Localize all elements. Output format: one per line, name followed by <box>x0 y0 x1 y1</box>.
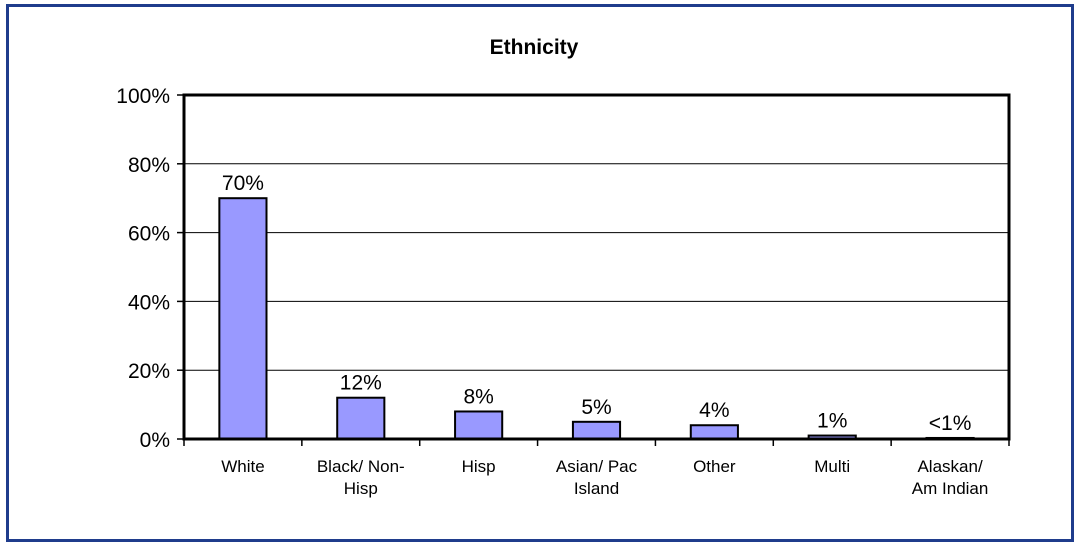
y-tick-label: 100% <box>116 85 170 108</box>
category-label: Asian/ Pac <box>556 457 638 476</box>
category-label: Hisp <box>462 457 496 476</box>
data-labels: 70% 12% 8% 5% 4% 1% <1% <box>222 172 971 435</box>
bar <box>218 197 268 440</box>
bar <box>571 420 622 440</box>
category-label: Am Indian <box>912 479 989 498</box>
y-axis-ticks: 0% 20% 40% 60% 80% 100% <box>116 85 184 452</box>
bar <box>689 424 739 440</box>
bar <box>454 410 504 441</box>
x-axis-categories: White Black/ Non- Hisp Hisp Asian/ Pac Island… <box>183 439 1010 498</box>
data-label: 70% <box>222 172 264 195</box>
plot-area-border <box>182 93 1011 441</box>
category-label: Island <box>574 479 619 498</box>
y-tick-label: 40% <box>128 291 170 314</box>
data-label: 5% <box>581 396 611 419</box>
chart-title: Ethnicity <box>490 36 579 59</box>
category-label: Alaskan/ <box>917 457 982 476</box>
y-tick-label: 80% <box>128 154 170 177</box>
bar <box>336 396 386 440</box>
gridlines <box>184 163 1009 371</box>
y-tick-label: 60% <box>128 223 170 246</box>
data-label: 4% <box>699 399 729 422</box>
data-label: <1% <box>929 412 972 435</box>
y-tick-label: 0% <box>140 429 170 452</box>
category-label: Hisp <box>344 479 378 498</box>
category-label: White <box>221 457 264 476</box>
data-label: 12% <box>340 372 382 395</box>
category-label: Multi <box>814 457 850 476</box>
category-label: Black/ Non- <box>317 457 405 476</box>
category-label: Other <box>693 457 736 476</box>
data-label: 1% <box>817 410 847 433</box>
data-label: 8% <box>463 385 493 408</box>
y-tick-label: 20% <box>128 360 170 383</box>
